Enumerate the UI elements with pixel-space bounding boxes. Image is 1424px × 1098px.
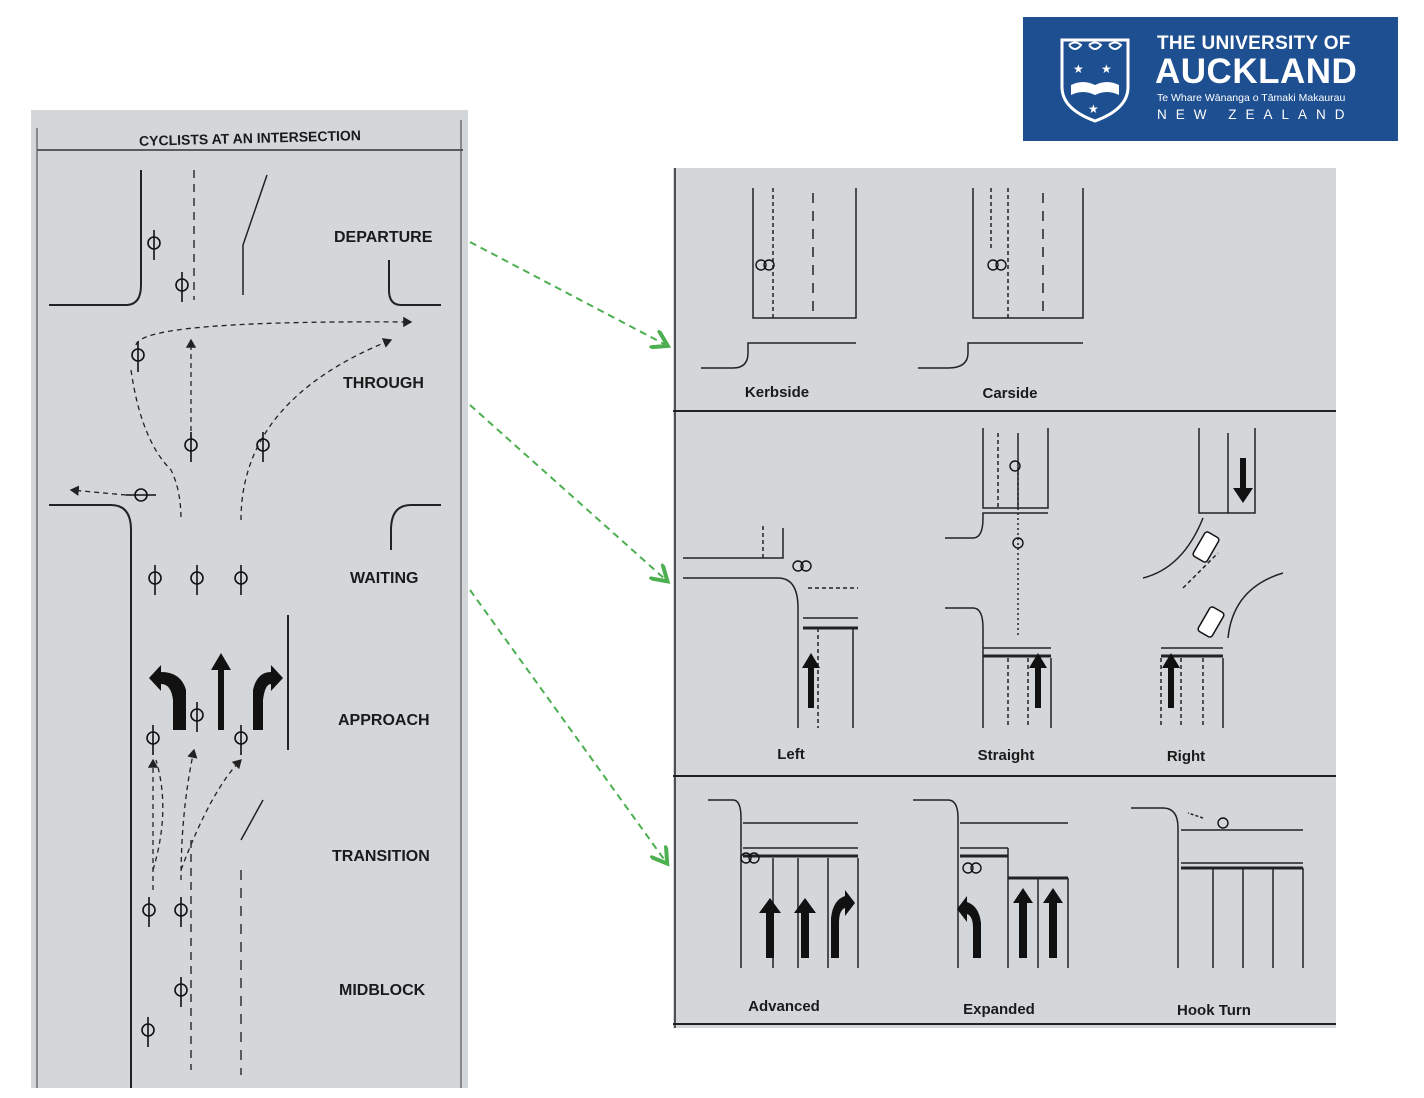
lane-arrow-icon — [759, 458, 1253, 958]
intersection-drawing — [36, 120, 463, 1088]
stage-approach: APPROACH — [338, 712, 430, 729]
dashed-arrow-icon — [469, 241, 666, 345]
caption-right: Right — [1166, 748, 1206, 765]
logo-line-1: THE UNIVERSITY OF — [1157, 33, 1351, 54]
stage-midblock: MIDBLOCK — [339, 982, 426, 999]
svg-text:★: ★ — [1101, 62, 1112, 76]
facility-types-figure: Kerbside Carside Left Straight Right Adv… — [673, 168, 1336, 1028]
caption-expanded: Expanded — [963, 1001, 1035, 1018]
logo-line-4: NEW ZEALAND — [1157, 107, 1354, 122]
intersection-stages-figure: CYCLISTS AT AN INTERSECTION DEPARTURE TH… — [31, 110, 468, 1088]
university-logo: ★ ★ ★ THE UNIVERSITY OF AUCKLAND Te Whar… — [1023, 17, 1398, 141]
stage-through: THROUGH — [343, 375, 424, 392]
stage-departure: DEPARTURE — [334, 229, 433, 246]
cyclist-icons — [126, 230, 270, 1047]
facility-drawings — [673, 168, 1336, 1028]
caption-hook-turn: Hook Turn — [1177, 1002, 1251, 1019]
cyclist-icon — [126, 230, 270, 1047]
svg-text:★: ★ — [1073, 62, 1084, 76]
stage-transition: TRANSITION — [332, 848, 430, 865]
car-icon — [1192, 531, 1225, 638]
caption-left: Left — [777, 746, 805, 763]
caption-carside: Carside — [982, 385, 1038, 402]
svg-text:★: ★ — [1088, 102, 1099, 116]
university-crest-icon: ★ ★ ★ — [1060, 38, 1130, 123]
caption-advanced: Advanced — [748, 998, 820, 1015]
logo-line-3: Te Whare Wānanga o Tāmaki Makaurau — [1157, 92, 1346, 104]
dashed-arrow-icon — [469, 404, 666, 580]
stage-waiting: WAITING — [350, 570, 419, 587]
cyclist-icon — [740, 259, 1229, 874]
logo-line-2: AUCKLAND — [1155, 52, 1358, 91]
dashed-arrow-icon — [469, 589, 666, 862]
caption-straight: Straight — [977, 747, 1035, 764]
caption-kerbside: Kerbside — [744, 384, 810, 401]
